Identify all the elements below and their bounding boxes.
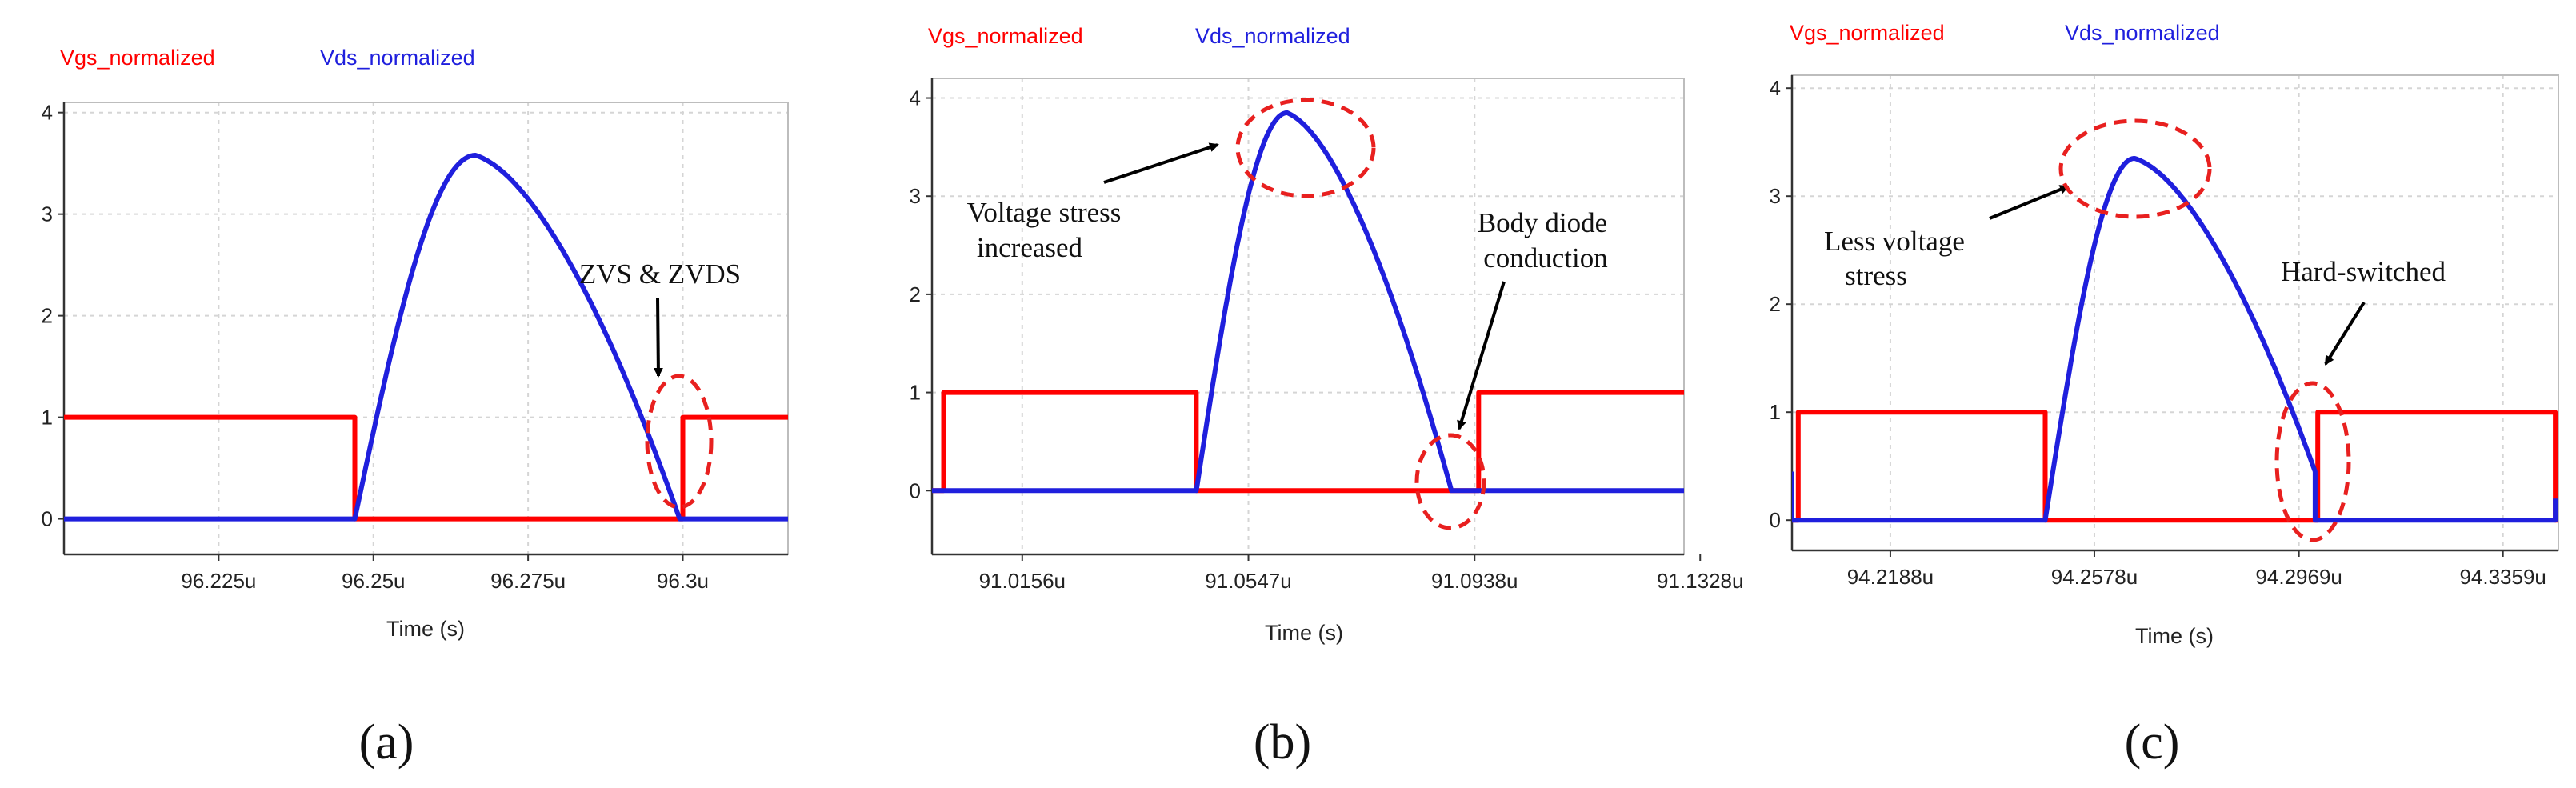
annotation-voltage-stress-line2: increased <box>977 232 1083 263</box>
annotation-body-diode: Body diode <box>1478 207 1607 238</box>
series-line-vgs <box>1792 410 2558 523</box>
x-tick-label: 96.3u <box>657 569 709 593</box>
plot-frame <box>931 78 1685 555</box>
series-line-vgs <box>932 390 1684 494</box>
y-tick-label: 0 <box>42 507 53 531</box>
plot-area: 0 1 2 3 4 94.2188u 94.2578u 94.2969u 94.3359u <box>1770 74 2559 589</box>
x-tick-label: 94.2578u <box>2051 565 2138 589</box>
highlight-ellipse <box>2274 381 2351 542</box>
x-tick-label: 94.2188u <box>1847 565 1934 589</box>
x-tick-label: 96.275u <box>490 569 566 593</box>
legend-vgs: Vgs_normalized <box>60 46 215 70</box>
x-tick-label: 96.25u <box>342 569 406 593</box>
y-tick-label: 3 <box>1770 184 1781 208</box>
chart-panel-b: Vgs_normalized Vds_normalized 0 1 2 3 4 91.01… <box>910 24 1744 770</box>
legend-vds: Vds_normalized <box>1195 24 1350 48</box>
highlight-ellipse <box>1235 98 1376 198</box>
x-tick-label: 91.1328u <box>1657 569 1743 593</box>
y-tick-label: 1 <box>42 406 53 430</box>
x-axis-label: Time (s) <box>2135 624 2214 648</box>
panel-label: (b) <box>1254 715 1311 770</box>
annotation-zvs: ZVS & ZVDS <box>579 258 741 290</box>
series-line-vds <box>932 110 1684 494</box>
x-tick-label: 94.2969u <box>2255 565 2342 589</box>
y-tick-label: 3 <box>910 184 921 208</box>
chart-panel-a: Vgs_normalized Vds_normalized 0 1 2 3 4 96.22… <box>42 46 789 770</box>
annotation-body-diode-line2: conduction <box>1483 242 1608 274</box>
x-axis-label: Time (s) <box>386 617 465 641</box>
annotations: Voltage stress increased Body diode cond… <box>967 98 1608 530</box>
x-tick-label: 91.0938u <box>1431 569 1518 593</box>
y-tick-label: 1 <box>910 381 921 405</box>
y-tick-label: 2 <box>910 282 921 306</box>
series-line-vds <box>64 153 788 522</box>
x-tick-label: 96.225u <box>181 569 256 593</box>
highlight-ellipse <box>2058 118 2212 219</box>
annotation-arrow <box>1989 185 2070 220</box>
annotation-arrow <box>1103 142 1219 184</box>
highlight-ellipse <box>645 374 714 510</box>
annotation-less-stress: Less voltage <box>1824 226 1965 257</box>
y-tick-label: 0 <box>1770 508 1781 532</box>
x-axis-label: Time (s) <box>1265 621 1343 645</box>
y-tick-label: 0 <box>910 478 921 502</box>
plot-area: 0 1 2 3 4 91.0156u 91.0547u 91.0938u 91.1328u <box>910 78 1743 593</box>
series-line-vgs <box>64 414 788 522</box>
annotations: ZVS & ZVDS <box>579 258 741 510</box>
plot-frame <box>1791 74 2559 551</box>
y-tick-label: 4 <box>1770 76 1781 100</box>
legend-vds: Vds_normalized <box>320 46 475 70</box>
annotation-arrow <box>2324 301 2366 366</box>
y-tick-label: 4 <box>910 86 921 110</box>
legend-vgs: Vgs_normalized <box>928 24 1083 48</box>
x-tick-label: 94.3359u <box>2459 565 2546 589</box>
chart-panel-c: Vgs_normalized Vds_normalized 0 1 2 3 4 94.21… <box>1770 21 2559 770</box>
legend-vgs: Vgs_normalized <box>1790 21 1945 45</box>
y-tick-label: 2 <box>42 304 53 328</box>
x-tick-label: 91.0547u <box>1205 569 1291 593</box>
highlight-ellipse <box>1414 433 1486 530</box>
y-tick-label: 1 <box>1770 400 1781 424</box>
annotation-hard-switched: Hard-switched <box>2281 256 2446 287</box>
legend-vds: Vds_normalized <box>2065 21 2220 45</box>
y-tick-label: 3 <box>42 202 53 226</box>
series-line-vds <box>1792 156 2558 523</box>
plot-area: 0 1 2 3 4 96.225u 96.25u 96.275u 96.3u <box>42 101 789 593</box>
annotation-voltage-stress: Voltage stress <box>967 197 1122 228</box>
annotation-arrow <box>1457 281 1506 430</box>
x-tick-label: 91.0156u <box>979 569 1066 593</box>
annotations: Less voltage stress Hard-switched <box>1824 118 2446 542</box>
y-tick-label: 2 <box>1770 292 1781 316</box>
plot-frame <box>63 102 789 555</box>
panel-label: (c) <box>2125 715 2180 770</box>
panel-label: (a) <box>359 715 414 770</box>
annotation-less-stress-line2: stress <box>1845 260 1907 291</box>
y-tick-label: 4 <box>42 101 53 125</box>
